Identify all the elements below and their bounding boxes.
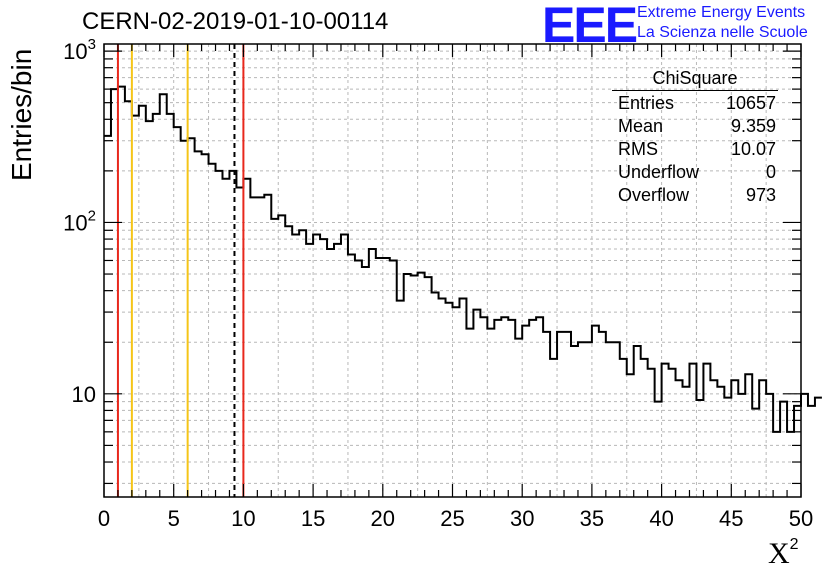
stats-label: Overflow: [618, 185, 690, 205]
stats-label: Entries: [618, 93, 675, 113]
stats-box: ChiSquare Entries 10657 Mean 9.359 RMS 10.0…: [612, 66, 778, 205]
logo-line-2: La Scienza nelle Scuole: [637, 24, 808, 41]
y-tick-exponent: 2: [88, 207, 96, 224]
stats-label: RMS: [618, 139, 658, 159]
stats-value: 10.07: [730, 139, 776, 159]
x-tick-label: 45: [719, 506, 743, 531]
stats-value: 9.359: [730, 116, 776, 136]
x-tick-label: 25: [440, 506, 464, 531]
x-tick-label: 5: [168, 506, 180, 531]
stats-value: 973: [745, 185, 776, 205]
x-tick-label: 0: [98, 506, 110, 531]
y-tick-label: 103: [63, 36, 96, 64]
x-tick-label: 40: [649, 506, 673, 531]
y-axis-label: Entries/bin: [6, 48, 37, 181]
logo-line-1: Extreme Energy Events: [637, 4, 806, 21]
x-tick-label: 50: [789, 506, 813, 531]
x-tick-label: 20: [371, 506, 395, 531]
histogram-series: [104, 85, 822, 433]
stats-value: 0: [765, 162, 776, 182]
stats-box-separator: [612, 90, 778, 91]
x-axis-label-text: X: [768, 537, 790, 570]
y-tick-label: 10: [72, 382, 96, 407]
y-tick-label: 102: [63, 207, 96, 235]
stats-label: Underflow: [618, 162, 700, 182]
plot-title: CERN-02-2019-01-10-00114: [82, 8, 389, 35]
stats-value: 10657: [725, 93, 776, 113]
x-axis-label: X2: [768, 536, 799, 571]
stats-label: Mean: [618, 116, 664, 136]
eee-logo: EEE: [542, 0, 638, 53]
x-tick-label: 10: [231, 506, 255, 531]
x-tick-label: 35: [580, 506, 604, 531]
x-axis-label-superscript: 2: [789, 536, 799, 553]
y-tick-exponent: 3: [88, 36, 96, 53]
stats-box-name: ChiSquare: [652, 68, 738, 88]
x-tick-label: 15: [301, 506, 325, 531]
x-tick-label: 30: [510, 506, 534, 531]
